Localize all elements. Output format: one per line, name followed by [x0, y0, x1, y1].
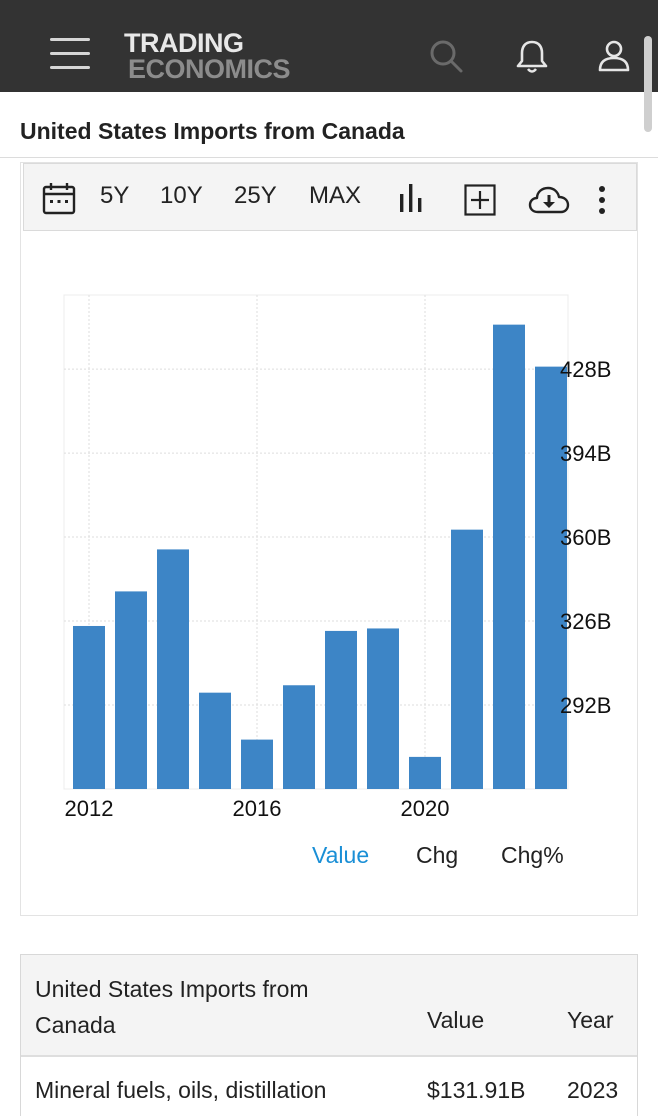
x-tick-label: 2016 [233, 796, 282, 821]
y-axis-ticks: 292B 326B 360B 394B 428B [560, 357, 611, 718]
bar-chart-icon[interactable] [398, 184, 424, 212]
chart-card: 5Y 10Y 25Y MAX [20, 162, 638, 916]
more-icon[interactable] [596, 186, 608, 214]
plot-frame [63, 294, 569, 790]
bar-2020[interactable] [409, 756, 441, 789]
bar-2022[interactable] [493, 324, 525, 789]
bar-2023[interactable] [535, 366, 567, 789]
tab-chg-percent[interactable]: Chg% [501, 842, 564, 868]
imports-table: United States Imports from Canada Value … [20, 954, 638, 1116]
bar-2015[interactable] [199, 692, 231, 789]
logo-line2: ECONOMICS [128, 54, 291, 84]
tab-chg[interactable]: Chg [416, 842, 459, 868]
user-icon[interactable] [594, 36, 634, 76]
bar-2012[interactable] [73, 625, 105, 789]
bar-chart: 2012 2016 2020 292B 326B 360B 394B 428B [63, 294, 611, 821]
chart-grid [63, 294, 569, 790]
search-icon[interactable] [426, 36, 466, 76]
row-year: 2023 [567, 1077, 619, 1103]
row-value: $131.91B [427, 1077, 526, 1103]
table-header-year: Year [567, 1007, 614, 1033]
bar-2016[interactable] [241, 739, 273, 789]
y-tick-label: 326B [560, 609, 611, 634]
hamburger-menu-icon[interactable] [48, 36, 92, 72]
y-tick-label: 394B [560, 441, 611, 466]
bar-2018[interactable] [325, 630, 357, 789]
table-header-value: Value [427, 1007, 485, 1033]
tab-value[interactable]: Value [312, 842, 370, 868]
site-logo[interactable]: TRADING ECONOMICS [124, 28, 291, 84]
y-tick-label: 428B [560, 357, 611, 382]
range-5y-button[interactable]: 5Y [100, 182, 130, 209]
calendar-icon[interactable] [42, 182, 76, 216]
range-10y-button[interactable]: 10Y [160, 182, 203, 209]
add-icon[interactable] [464, 184, 496, 216]
x-tick-label: 2012 [65, 796, 114, 821]
page-title: United States Imports from Canada [20, 118, 405, 144]
row-name: Mineral fuels, oils, distillation [35, 1077, 327, 1103]
bar-2019[interactable] [367, 628, 399, 789]
top-nav-bar: TRADING ECONOMICS [0, 0, 658, 92]
x-tick-label: 2020 [401, 796, 450, 821]
chart-toolbar: 5Y 10Y 25Y MAX [23, 163, 637, 231]
download-icon[interactable] [528, 184, 570, 216]
page-scrollbar[interactable] [644, 36, 652, 132]
table-header: United States Imports from Canada Value … [21, 955, 637, 1057]
chart-bars [73, 324, 567, 789]
bar-2013[interactable] [115, 591, 147, 789]
range-25y-button[interactable]: 25Y [234, 182, 277, 209]
bell-icon[interactable] [512, 36, 552, 76]
x-axis-ticks: 2012 2016 2020 [65, 796, 450, 821]
bar-2014[interactable] [157, 549, 189, 789]
title-divider [0, 157, 658, 158]
y-tick-label: 292B [560, 693, 611, 718]
range-max-button[interactable]: MAX [309, 182, 362, 209]
y-tick-label: 360B [560, 525, 611, 550]
bar-2021[interactable] [451, 529, 483, 789]
table-header-name: United States Imports from Canada [35, 976, 309, 1038]
logo-line1: TRADING [124, 28, 244, 58]
bar-2017[interactable] [283, 685, 315, 789]
table-row[interactable]: Mineral fuels, oils, distillation $131.9… [21, 1059, 637, 1116]
